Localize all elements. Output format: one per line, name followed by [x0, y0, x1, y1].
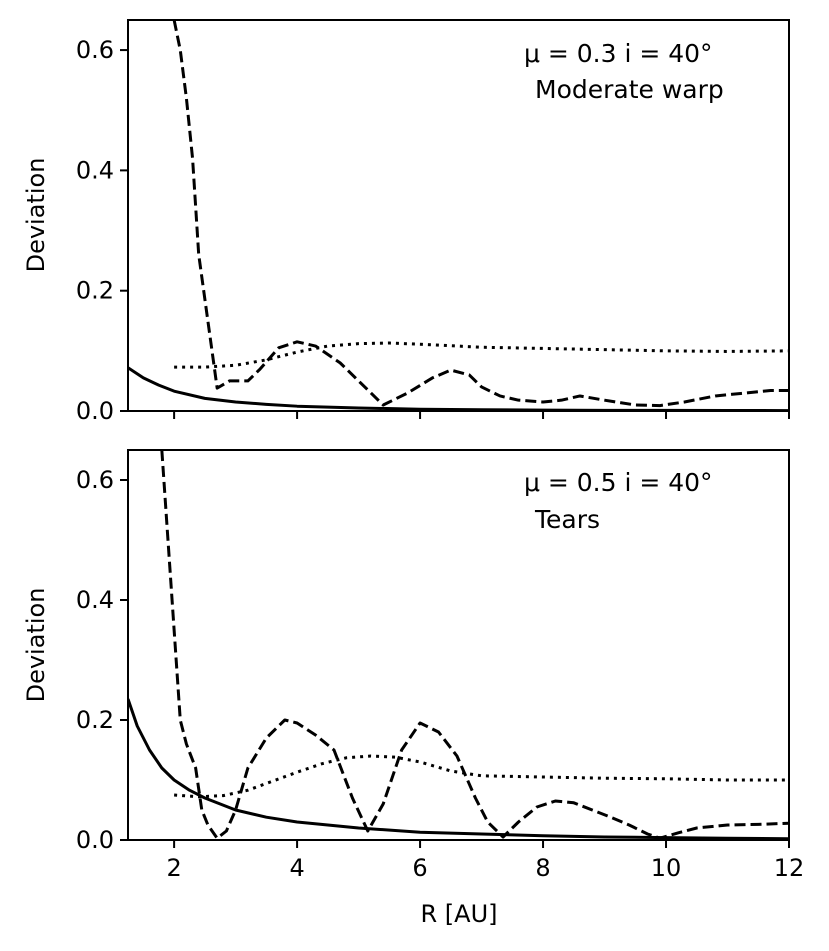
- bottom-y-tick-label: 0.4: [76, 586, 114, 614]
- bottom-panel: 0.0 0.2 0.4 0.6 2 4 6 8 10 12 Deviation R [AU] μ…: [22, 449, 804, 928]
- top-y-ticks: 0.0 0.2 0.4 0.6: [76, 36, 128, 425]
- top-x-ticks: [173, 411, 790, 419]
- top-series-dashed: [172, 20, 789, 408]
- bottom-series-dashed: [160, 450, 789, 840]
- top-annotation-params: μ = 0.3 i = 40°: [524, 39, 713, 68]
- bottom-x-tick-label: 6: [412, 854, 427, 882]
- top-series-dotted: [174, 341, 789, 369]
- top-panel: 0.0 0.2 0.4 0.6 Deviation μ = 0.3 i = 40° M…: [22, 19, 790, 425]
- bottom-x-tick-label: 4: [289, 854, 304, 882]
- top-y-axis-label: Deviation: [22, 158, 50, 273]
- bottom-plot-area: [128, 450, 789, 840]
- bottom-series-solid: [128, 698, 789, 840]
- bottom-annotation-label: Tears: [534, 505, 600, 534]
- bottom-y-axis-label: Deviation: [22, 588, 50, 703]
- bottom-x-tick-label: 12: [774, 854, 805, 882]
- x-axis-label: R [AU]: [420, 900, 497, 928]
- bottom-axes-frame: [127, 449, 790, 841]
- top-series-solid: [128, 366, 789, 411]
- bottom-y-tick-label: 0.2: [76, 706, 114, 734]
- top-annotation-label: Moderate warp: [535, 75, 724, 104]
- top-y-tick-label: 0.2: [76, 277, 114, 305]
- top-y-tick-label: 0.0: [76, 397, 114, 425]
- top-y-tick-label: 0.6: [76, 36, 114, 64]
- bottom-y-ticks: 0.0 0.2 0.4 0.6: [76, 466, 128, 854]
- top-y-tick-label: 0.4: [76, 156, 114, 184]
- bottom-x-ticks: 2 4 6 8 10 12: [166, 840, 804, 882]
- bottom-series-dotted: [174, 754, 789, 799]
- bottom-y-tick-label: 0.6: [76, 466, 114, 494]
- bottom-x-tick-label: 2: [166, 854, 181, 882]
- bottom-x-tick-label: 8: [535, 854, 550, 882]
- top-axes-frame: [127, 19, 790, 412]
- bottom-annotation-params: μ = 0.5 i = 40°: [524, 468, 713, 497]
- bottom-y-tick-label: 0.0: [76, 826, 114, 854]
- bottom-x-tick-label: 10: [651, 854, 682, 882]
